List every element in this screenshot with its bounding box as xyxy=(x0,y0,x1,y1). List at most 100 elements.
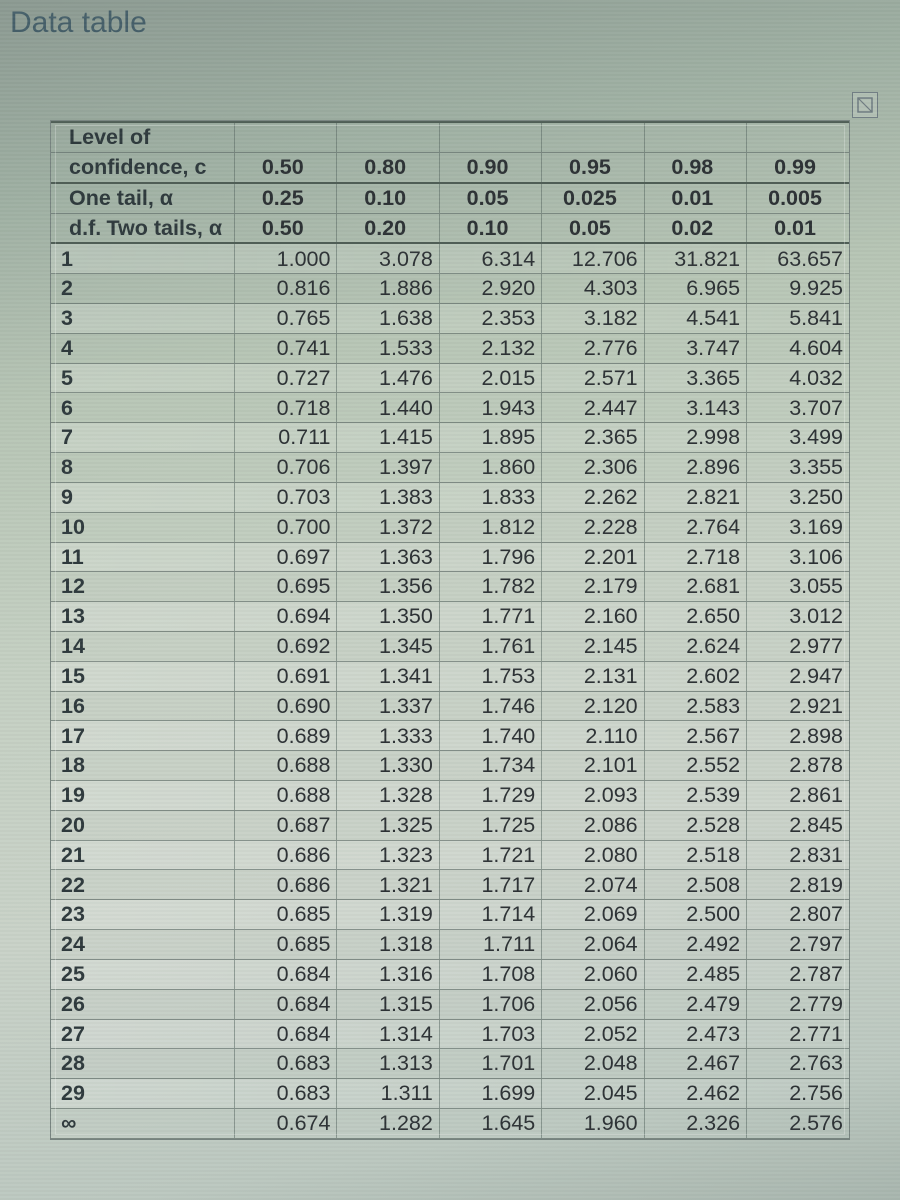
confidence-col-1: 0.80 xyxy=(337,152,439,182)
value-cell: 2.787 xyxy=(747,959,849,989)
value-cell: 3.250 xyxy=(747,482,849,512)
value-cell: 1.333 xyxy=(337,721,439,751)
value-cell: 1.645 xyxy=(439,1108,541,1138)
close-icon[interactable] xyxy=(852,92,878,118)
one-tail-col-4: 0.01 xyxy=(644,183,746,213)
value-cell: 1.383 xyxy=(337,482,439,512)
value-cell: 2.045 xyxy=(542,1079,644,1109)
value-cell: 1.701 xyxy=(439,1049,541,1079)
confidence-col-3: 0.95 xyxy=(542,152,644,182)
value-cell: 1.711 xyxy=(439,930,541,960)
value-cell: 3.169 xyxy=(747,512,849,542)
value-cell: 31.821 xyxy=(644,243,746,273)
table-row: 270.6841.3141.7032.0522.4732.771 xyxy=(51,1019,849,1049)
value-cell: 2.845 xyxy=(747,810,849,840)
df-cell: 21 xyxy=(51,840,235,870)
df-cell: 4 xyxy=(51,333,235,363)
value-cell: 3.499 xyxy=(747,423,849,453)
value-cell: 1.372 xyxy=(337,512,439,542)
value-cell: 2.998 xyxy=(644,423,746,453)
value-cell: 0.674 xyxy=(235,1108,337,1138)
value-cell: 2.131 xyxy=(542,661,644,691)
value-cell: 1.313 xyxy=(337,1049,439,1079)
value-cell: 0.706 xyxy=(235,453,337,483)
df-cell: 5 xyxy=(51,363,235,393)
value-cell: 1.316 xyxy=(337,959,439,989)
table-row: 130.6941.3501.7712.1602.6503.012 xyxy=(51,602,849,632)
table-row: 220.6861.3211.7172.0742.5082.819 xyxy=(51,870,849,900)
confidence-col-0: 0.50 xyxy=(235,152,337,182)
value-cell: 3.055 xyxy=(747,572,849,602)
value-cell: 1.325 xyxy=(337,810,439,840)
value-cell: 0.683 xyxy=(235,1049,337,1079)
value-cell: 2.797 xyxy=(747,930,849,960)
value-cell: 1.638 xyxy=(337,304,439,334)
value-cell: 2.093 xyxy=(542,781,644,811)
value-cell: 1.323 xyxy=(337,840,439,870)
table-row: 110.6971.3631.7962.2012.7183.106 xyxy=(51,542,849,572)
value-cell: 6.314 xyxy=(439,243,541,273)
value-cell: 2.896 xyxy=(644,453,746,483)
table-row: 90.7031.3831.8332.2622.8213.250 xyxy=(51,482,849,512)
value-cell: 4.032 xyxy=(747,363,849,393)
value-cell: 0.718 xyxy=(235,393,337,423)
value-cell: 2.898 xyxy=(747,721,849,751)
value-cell: 2.500 xyxy=(644,900,746,930)
value-cell: 1.282 xyxy=(337,1108,439,1138)
df-cell: 3 xyxy=(51,304,235,334)
value-cell: 12.706 xyxy=(542,243,644,273)
value-cell: 2.326 xyxy=(644,1108,746,1138)
table-row: 240.6851.3181.7112.0642.4922.797 xyxy=(51,930,849,960)
value-cell: 2.920 xyxy=(439,274,541,304)
value-cell: 0.703 xyxy=(235,482,337,512)
value-cell: 1.699 xyxy=(439,1079,541,1109)
table-row: 50.7271.4762.0152.5713.3654.032 xyxy=(51,363,849,393)
value-cell: 0.816 xyxy=(235,274,337,304)
confidence-col-2: 0.90 xyxy=(439,152,541,182)
value-cell: 4.303 xyxy=(542,274,644,304)
df-cell: 19 xyxy=(51,781,235,811)
value-cell: 2.977 xyxy=(747,631,849,661)
value-cell: 2.718 xyxy=(644,542,746,572)
value-cell: 0.690 xyxy=(235,691,337,721)
value-cell: 0.685 xyxy=(235,900,337,930)
value-cell: 1.000 xyxy=(235,243,337,273)
table-row: 190.6881.3281.7292.0932.5392.861 xyxy=(51,781,849,811)
df-cell: 27 xyxy=(51,1019,235,1049)
t-table-panel: Level ofconfidence, c0.500.800.900.950.9… xyxy=(50,120,850,1140)
value-cell: 1.746 xyxy=(439,691,541,721)
value-cell: 63.657 xyxy=(747,243,849,273)
value-cell: 3.012 xyxy=(747,602,849,632)
value-cell: 2.015 xyxy=(439,363,541,393)
value-cell: 2.473 xyxy=(644,1019,746,1049)
value-cell: 0.727 xyxy=(235,363,337,393)
value-cell: 2.756 xyxy=(747,1079,849,1109)
value-cell: 2.764 xyxy=(644,512,746,542)
value-cell: 2.479 xyxy=(644,989,746,1019)
df-cell: 29 xyxy=(51,1079,235,1109)
table-row: 280.6831.3131.7012.0482.4672.763 xyxy=(51,1049,849,1079)
table-row: 80.7061.3971.8602.3062.8963.355 xyxy=(51,453,849,483)
df-cell: 14 xyxy=(51,631,235,661)
table-row: 140.6921.3451.7612.1452.6242.977 xyxy=(51,631,849,661)
value-cell: 3.365 xyxy=(644,363,746,393)
value-cell: 1.761 xyxy=(439,631,541,661)
value-cell: 1.315 xyxy=(337,989,439,1019)
one-tail-col-1: 0.10 xyxy=(337,183,439,213)
value-cell: 1.714 xyxy=(439,900,541,930)
value-cell: 2.048 xyxy=(542,1049,644,1079)
value-cell: 2.462 xyxy=(644,1079,746,1109)
value-cell: 2.262 xyxy=(542,482,644,512)
value-cell: 1.341 xyxy=(337,661,439,691)
value-cell: 1.314 xyxy=(337,1019,439,1049)
value-cell: 1.337 xyxy=(337,691,439,721)
value-cell: 1.860 xyxy=(439,453,541,483)
value-cell: 3.078 xyxy=(337,243,439,273)
df-cell: ∞ xyxy=(51,1108,235,1138)
value-cell: 4.604 xyxy=(747,333,849,363)
value-cell: 2.080 xyxy=(542,840,644,870)
two-tails-col-1: 0.20 xyxy=(337,213,439,243)
value-cell: 2.069 xyxy=(542,900,644,930)
value-cell: 2.353 xyxy=(439,304,541,334)
value-cell: 3.143 xyxy=(644,393,746,423)
